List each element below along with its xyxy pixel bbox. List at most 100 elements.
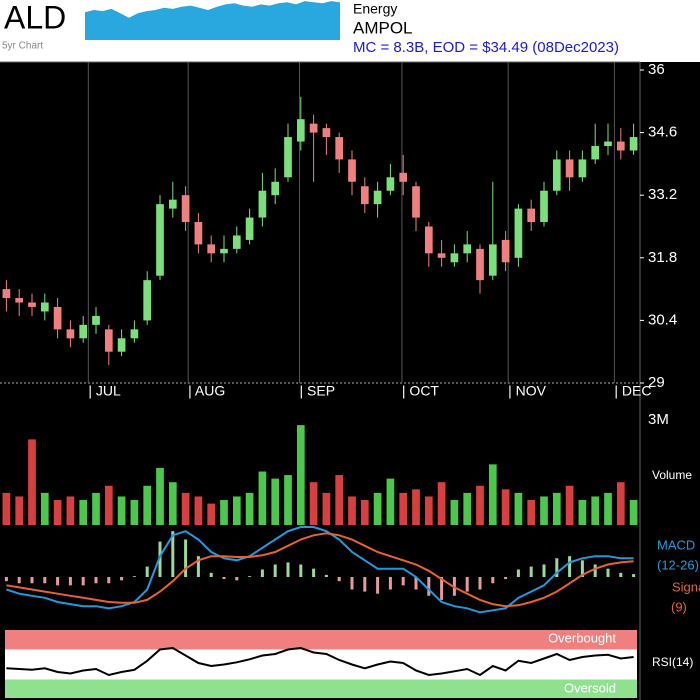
volume-bar	[156, 467, 164, 525]
candle-body	[79, 324, 88, 339]
histogram-bar	[312, 568, 316, 577]
histogram-bar	[81, 577, 85, 586]
histogram-bar	[388, 577, 392, 590]
volume-bar	[476, 485, 484, 525]
volume-bar	[220, 500, 228, 525]
volume-bar	[53, 500, 62, 525]
y-tick-label: 34.6	[648, 124, 677, 141]
histogram-bar	[516, 569, 520, 577]
histogram-bar	[68, 577, 72, 586]
candle-body	[296, 119, 305, 142]
y-tick-label: 30.4	[648, 311, 677, 328]
x-tick-label: | OCT	[402, 383, 440, 399]
volume-bar	[616, 482, 625, 525]
candle-body	[591, 146, 600, 160]
volume-bar	[28, 439, 36, 525]
histogram-bar	[555, 558, 559, 577]
candle-body	[629, 137, 638, 151]
volume-bar	[258, 471, 267, 525]
volume-bar	[463, 492, 472, 525]
candle-body	[66, 329, 75, 339]
histogram-bar	[363, 577, 367, 592]
candle-body	[271, 181, 280, 196]
volume-bar	[360, 500, 369, 525]
volume-bar	[79, 500, 88, 525]
histogram-bar	[286, 562, 290, 577]
histogram-bar	[478, 577, 482, 590]
histogram-bar	[542, 564, 546, 577]
oversold-band	[5, 679, 637, 698]
volume-bar	[348, 496, 356, 525]
legend-sublabel: (9)	[671, 599, 687, 614]
candle-body	[232, 235, 241, 249]
histogram-bar	[145, 566, 149, 577]
volume-bar	[232, 496, 241, 525]
candle-body	[463, 244, 472, 254]
candle-body	[437, 253, 446, 258]
volume-bar	[527, 500, 536, 525]
y-tick-label: 33.2	[648, 186, 677, 203]
legend-sublabel: (12-26)	[657, 557, 699, 572]
histogram-bar	[619, 572, 623, 577]
histogram-bar	[568, 556, 572, 577]
candle-body	[604, 141, 612, 147]
x-tick-label: | AUG	[188, 383, 225, 399]
volume-bar	[514, 492, 523, 525]
histogram-bar	[414, 577, 418, 590]
histogram-bar	[107, 577, 111, 584]
volume-bar	[373, 492, 382, 525]
candle-body	[156, 204, 164, 276]
histogram-bar	[606, 568, 610, 577]
volume-bar	[437, 482, 446, 525]
histogram-bar	[43, 577, 47, 584]
summary: MC = 8.3B, EOD = $34.49 (08Dec2023)	[353, 39, 619, 56]
company-name: AMPOL	[353, 18, 413, 37]
volume-bar	[565, 485, 574, 525]
volume-bar	[386, 478, 395, 525]
candle-body	[2, 289, 11, 299]
histogram-bar	[337, 577, 341, 582]
candle-body	[104, 329, 113, 352]
histogram-bar	[209, 572, 213, 577]
volume-bar	[194, 496, 203, 525]
histogram-bar	[324, 574, 328, 577]
histogram-bar	[30, 577, 34, 584]
histogram-bar	[580, 560, 584, 577]
histogram-bar	[529, 566, 533, 577]
volume-bar	[629, 500, 638, 525]
indicator-line	[6, 526, 634, 614]
volume-bar	[245, 492, 254, 525]
histogram-bar	[593, 564, 597, 577]
volume-bar	[143, 485, 152, 525]
histogram-bar	[299, 564, 303, 577]
candle-body	[501, 239, 510, 263]
volume-bar	[335, 475, 344, 525]
histogram-bar	[94, 577, 98, 584]
histogram-bar	[491, 577, 495, 584]
candle-body	[335, 137, 344, 160]
histogram-bar	[350, 577, 354, 590]
histogram-bar	[132, 576, 136, 577]
histogram-bar	[440, 577, 444, 600]
candle-body	[386, 177, 395, 191]
histogram-bar	[465, 577, 469, 592]
volume-bar	[501, 489, 510, 525]
volume-bar	[271, 478, 280, 525]
volume-bar	[66, 496, 75, 525]
x-tick-label: | SEP	[300, 383, 336, 399]
candle-body	[565, 159, 574, 178]
candle-body	[450, 253, 459, 263]
x-tick-label: | JUL	[88, 383, 121, 399]
volume-bar	[399, 492, 408, 525]
histogram-bar	[504, 577, 508, 580]
candle-body	[15, 298, 24, 303]
volume-bar	[40, 492, 49, 525]
histogram-bar	[222, 577, 226, 580]
candle-body	[284, 137, 292, 178]
volume-bar	[130, 500, 139, 525]
volume-bar	[322, 492, 331, 525]
volume-bar	[207, 503, 216, 525]
candle-body	[220, 248, 228, 254]
y-tick-label: 29	[648, 374, 665, 391]
candle-body	[168, 199, 177, 209]
